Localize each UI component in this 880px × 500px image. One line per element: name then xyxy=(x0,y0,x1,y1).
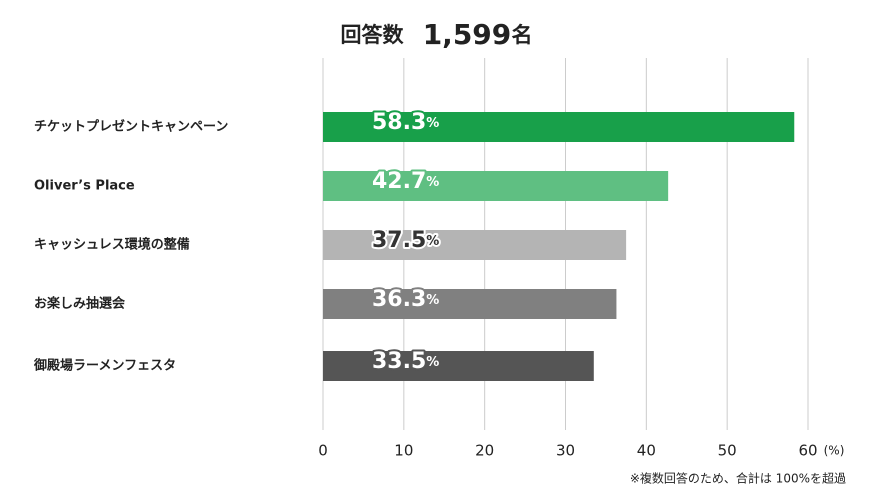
respondent-count: 1,599 xyxy=(423,18,512,51)
bar xyxy=(323,112,795,142)
x-tick-label: 50 xyxy=(718,442,737,460)
value-label: 58.3% xyxy=(372,110,439,135)
value-unit: % xyxy=(426,175,439,190)
x-tick-label: 30 xyxy=(556,442,575,460)
value-unit: % xyxy=(426,293,439,308)
value-number: 36.3 xyxy=(372,287,426,312)
count-unit: 名 xyxy=(512,23,533,47)
value-unit: % xyxy=(426,116,439,131)
x-unit: (%) xyxy=(824,444,845,458)
value-label: 42.7% xyxy=(372,169,439,194)
value-number: 58.3 xyxy=(372,110,426,135)
x-tick-label: 60 xyxy=(798,442,817,460)
value-number: 33.5 xyxy=(372,349,426,374)
bar xyxy=(323,351,594,381)
x-tick-label: 0 xyxy=(318,442,328,460)
y-tick-label: Oliver’s Place xyxy=(34,179,135,194)
value-label: 37.5% xyxy=(372,228,439,253)
y-tick-label: キャッシュレス環境の整備 xyxy=(34,237,190,253)
value-unit: % xyxy=(426,355,439,370)
bar xyxy=(323,171,669,201)
value-unit: % xyxy=(426,234,439,249)
chart-title: 回答数 xyxy=(341,23,405,47)
value-number: 42.7 xyxy=(372,169,426,194)
x-tick-label: 10 xyxy=(394,442,413,460)
y-tick-label: 御殿場ラーメンフェスタ xyxy=(33,358,176,374)
y-tick-label: お楽しみ抽選会 xyxy=(34,296,126,312)
value-number: 37.5 xyxy=(372,228,426,253)
x-tick-label: 20 xyxy=(475,442,494,460)
y-tick-label: チケットプレゼントキャンペーン xyxy=(34,119,228,135)
value-label: 36.3% xyxy=(372,287,439,312)
footnote: ※複数回答のため、合計は 100%を超過 xyxy=(630,471,846,486)
bar xyxy=(323,289,617,319)
x-tick-label: 40 xyxy=(637,442,656,460)
value-label: 33.5% xyxy=(372,349,439,374)
bar xyxy=(323,230,627,260)
